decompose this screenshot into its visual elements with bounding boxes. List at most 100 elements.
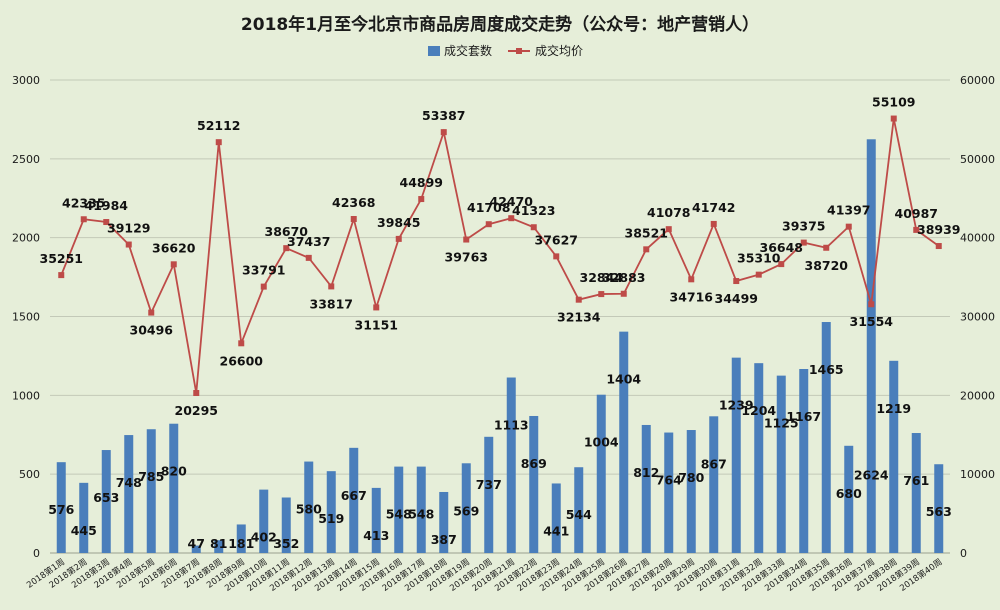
bar [844,445,854,553]
bar [439,491,449,553]
line-point [643,246,650,253]
bar [911,433,921,553]
bar [349,447,359,553]
bar-value-label: 2624 [854,467,889,482]
bar [596,394,606,553]
line-value-label: 41323 [512,203,556,218]
bar [574,467,584,553]
legend-line-label: 成交均价 [535,43,583,58]
bar-value-label: 680 [836,486,862,501]
line-value-label: 44899 [400,175,444,190]
legend-bar-swatch [428,46,440,56]
line-value-label: 20295 [175,403,219,418]
line-value-label: 33817 [310,296,354,311]
bar [686,430,696,553]
bar-value-label: 867 [701,456,727,471]
line-point [58,272,65,279]
bar [101,450,111,553]
right-tick-label: 10000 [960,468,995,481]
line-point [328,283,335,290]
line-point [868,301,875,308]
line-value-label: 34716 [670,289,714,304]
line-value-label: 52112 [197,118,241,133]
line-point [530,224,537,231]
bar [281,497,291,553]
bar-value-label: 1004 [584,435,619,450]
bar [709,416,719,553]
line-value-label: 41078 [647,205,691,220]
bar-value-label: 1113 [494,418,529,433]
line-point [260,283,267,290]
right-tick-label: 0 [960,547,967,560]
bar-value-label: 1404 [606,372,641,387]
bar-value-label: 445 [71,523,97,538]
line-value-label: 26600 [220,353,264,368]
bar-value-label: 387 [431,532,457,547]
line-value-label: 41708 [467,200,511,215]
bar-value-label: 667 [341,488,367,503]
line-point [305,254,312,261]
bar-value-label: 352 [273,536,299,551]
line-point [463,236,470,243]
bar-value-label: 1219 [876,401,911,416]
bar-value-label: 1167 [786,409,821,424]
bar [79,482,89,553]
line-point [710,220,717,227]
line-value-label: 32134 [557,310,601,325]
bar-value-label: 869 [521,456,547,471]
right-tick-label: 20000 [960,389,995,402]
bar-value-label: 737 [476,477,502,492]
right-tick-label: 60000 [960,74,995,87]
bar-series [56,139,944,554]
bar [889,360,899,553]
bar-value-label: 812 [633,465,659,480]
bar-value-label: 441 [543,523,569,538]
bar [416,466,426,553]
bar [619,331,629,553]
line-value-label: 37437 [287,234,331,249]
line-value-label: 40987 [895,206,939,221]
bar [124,435,134,553]
line-path [60,118,940,394]
line-point [733,278,740,285]
left-tick-label: 0 [33,547,40,560]
line-point [688,276,695,283]
line-value-label: 38720 [805,258,849,273]
bar [551,483,561,553]
bar-value-label: 413 [363,528,389,543]
bar-value-label: 1465 [809,362,844,377]
bar [146,429,156,553]
line-point [890,115,897,122]
line-value-label: 37627 [535,232,579,247]
left-tick-label: 500 [19,468,40,481]
line-value-label: 38521 [625,225,669,240]
bar-value-label: 748 [116,475,142,490]
line-value-label: 31554 [850,314,894,329]
left-tick-label: 2000 [12,232,40,245]
bar-value-label: 761 [903,473,929,488]
line-value-label: 41984 [85,198,129,213]
bar [934,464,944,553]
line-point [395,235,402,242]
bar-value-label: 181 [228,536,254,551]
line-point [148,309,155,316]
chart-title: 2018年1月至今北京市商品房周度成交走势（公众号：地产营销人） [241,14,759,35]
left-tick-label: 2500 [12,153,40,166]
bar [529,415,539,553]
bar [326,471,336,553]
line-value-label: 42470 [490,194,534,209]
line-value-label: 41397 [827,203,871,218]
bar [304,461,314,553]
left-tick-label: 1000 [12,389,40,402]
bar [169,423,179,553]
bar-value-label: 1125 [764,416,799,431]
bar [776,375,786,553]
right-axis: 0 10000 20000 30000 40000 50000 60000 [960,74,995,560]
bar-value-label: 563 [926,504,952,519]
line-value-label: 35251 [40,251,84,266]
line-point [373,304,380,311]
bar-value-label: 544 [566,507,592,522]
bar-value-label: 785 [138,469,164,484]
